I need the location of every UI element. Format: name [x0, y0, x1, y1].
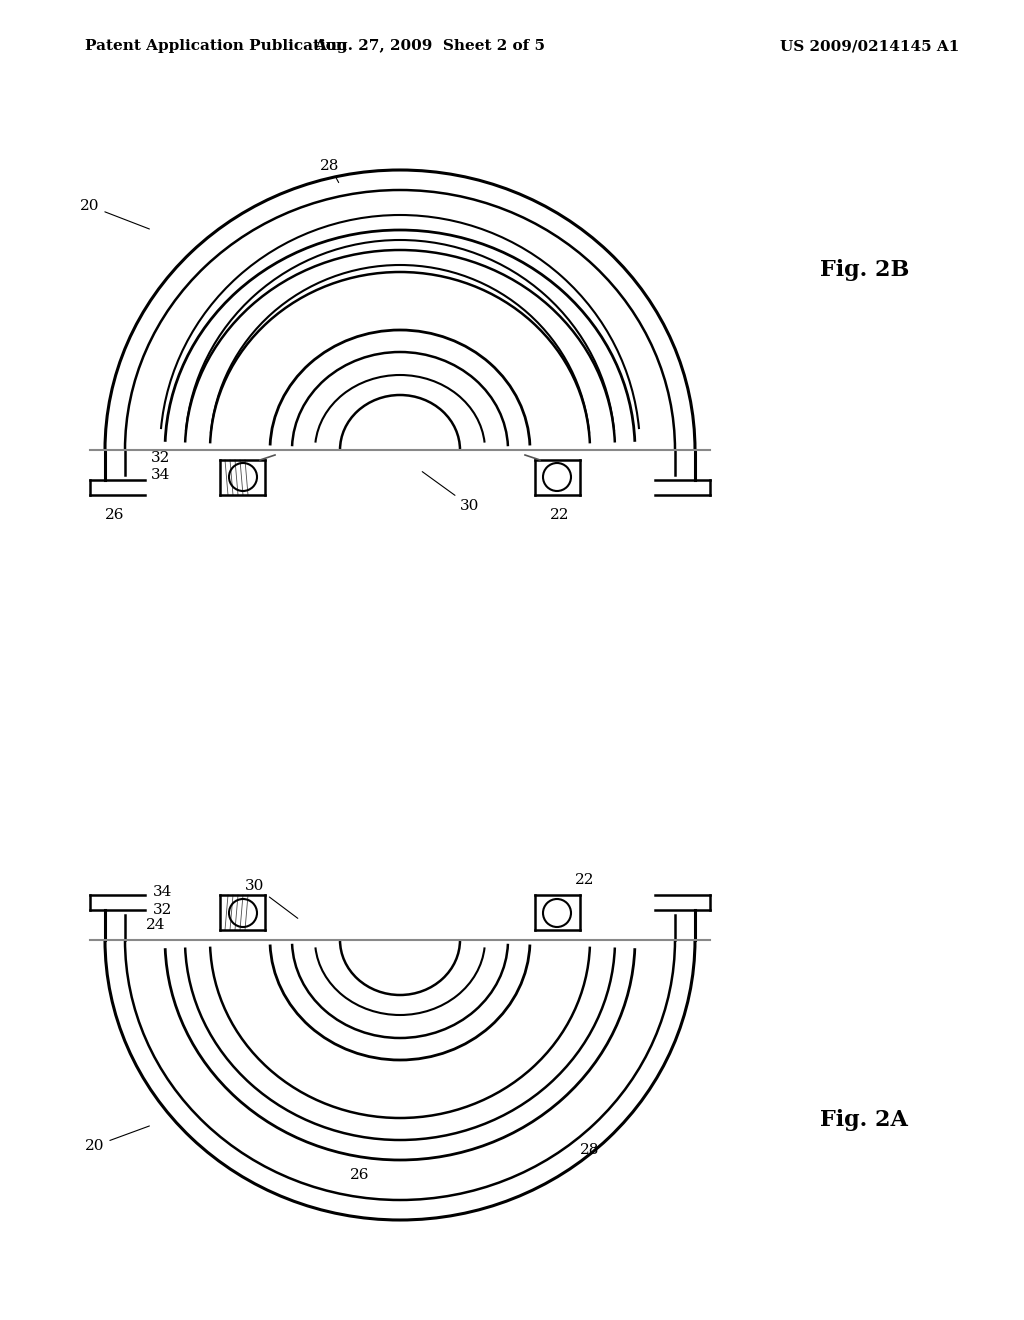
Text: Fig. 2B: Fig. 2B	[820, 259, 909, 281]
Text: 24: 24	[145, 917, 165, 932]
Text: 34: 34	[151, 469, 170, 482]
Text: 32: 32	[153, 903, 172, 917]
Text: 22: 22	[550, 508, 569, 521]
Text: 30: 30	[422, 471, 479, 513]
Text: 30: 30	[245, 879, 298, 919]
Text: 28: 28	[319, 158, 339, 182]
Text: 32: 32	[151, 451, 170, 465]
Text: US 2009/0214145 A1: US 2009/0214145 A1	[780, 40, 959, 53]
Text: Patent Application Publication: Patent Application Publication	[85, 40, 347, 53]
Text: 20: 20	[85, 1126, 150, 1152]
Text: 26: 26	[350, 1168, 370, 1181]
Text: 28: 28	[580, 1143, 599, 1158]
Text: 20: 20	[80, 199, 150, 228]
Text: 26: 26	[105, 508, 125, 521]
Text: Fig. 2A: Fig. 2A	[820, 1109, 908, 1131]
Text: Aug. 27, 2009  Sheet 2 of 5: Aug. 27, 2009 Sheet 2 of 5	[314, 40, 546, 53]
Text: 22: 22	[575, 873, 595, 887]
Text: 34: 34	[153, 884, 172, 899]
